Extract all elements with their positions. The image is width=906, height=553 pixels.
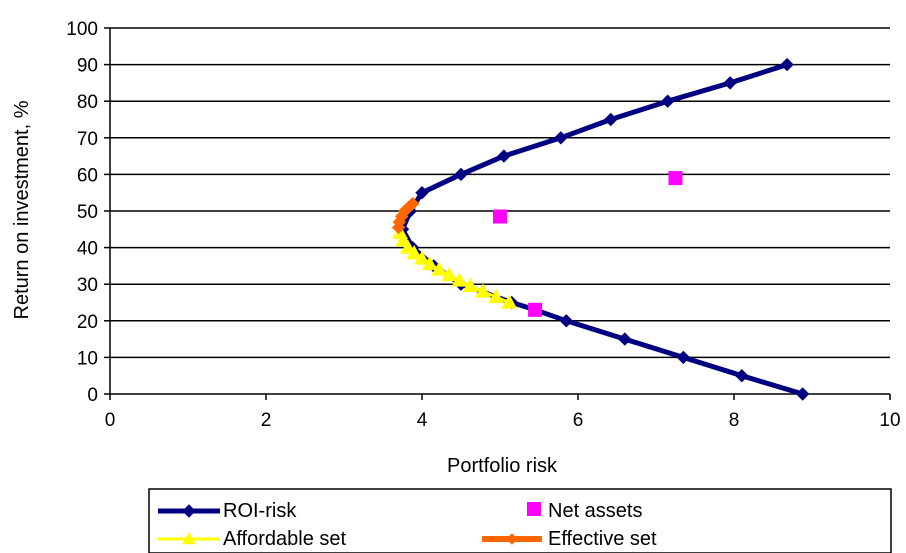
data-point xyxy=(723,76,737,90)
y-tick-label: 40 xyxy=(77,239,98,260)
data-point xyxy=(182,504,196,518)
data-point xyxy=(497,149,511,163)
series-line xyxy=(398,231,511,304)
series-net-assets xyxy=(493,171,683,317)
legend-symbol-roi-risk xyxy=(158,504,220,518)
legend-symbol-net-assets xyxy=(527,502,541,516)
data-point xyxy=(501,294,518,309)
data-point xyxy=(414,250,430,265)
series-roi-risk xyxy=(395,57,810,401)
data-point xyxy=(441,267,458,282)
y-tick-label: 30 xyxy=(77,275,98,296)
legend-label-effective-set: Effective set xyxy=(548,528,657,550)
legend-box xyxy=(148,488,892,553)
y-tick-label: 60 xyxy=(77,165,98,186)
data-point xyxy=(406,245,423,260)
data-point xyxy=(506,533,518,545)
series-effective-set xyxy=(391,196,420,235)
legend-item-net-assets: Net assets xyxy=(527,500,642,522)
x-tick-label: 10 xyxy=(879,410,900,431)
data-point xyxy=(559,314,574,328)
data-point xyxy=(554,131,568,145)
legend-label-net-assets: Net assets xyxy=(548,500,642,522)
data-point xyxy=(604,112,618,127)
legend-symbol-effective-set xyxy=(482,533,542,545)
y-axis: 0 10 20 30 40 50 60 70 80 90 100 xyxy=(66,19,111,406)
series-layer xyxy=(391,57,810,401)
data-point xyxy=(474,283,491,298)
data-point xyxy=(462,278,479,293)
y-tick-label: 0 xyxy=(87,385,98,406)
legend-label-affordable-set: Affordable set xyxy=(223,528,346,550)
y-tick-label: 100 xyxy=(66,19,98,40)
data-point xyxy=(618,332,632,346)
x-tick-label: 2 xyxy=(261,410,272,431)
series-line xyxy=(400,62,806,397)
legend-label-roi-risk: ROI-risk xyxy=(223,500,297,522)
y-tick-label: 10 xyxy=(77,348,98,369)
data-point xyxy=(493,209,507,224)
y-axis-title: Return on investment, % xyxy=(11,100,33,319)
data-point xyxy=(405,196,420,211)
data-point xyxy=(182,531,196,545)
legend-item-roi-risk: ROI-risk xyxy=(158,500,297,522)
gridlines xyxy=(110,27,890,359)
x-tick-label: 6 xyxy=(573,410,584,431)
legend: ROI-risk Net assets Affordable set Effec… xyxy=(148,488,892,553)
y-tick-label: 70 xyxy=(77,129,98,150)
data-point xyxy=(668,171,683,186)
data-point xyxy=(431,261,448,276)
y-tick-label: 80 xyxy=(77,92,98,113)
data-point xyxy=(676,350,691,365)
data-point xyxy=(527,502,541,516)
x-tick-label: 4 xyxy=(417,410,428,431)
data-point xyxy=(488,288,504,304)
data-point xyxy=(528,302,543,317)
x-tick-label: 0 xyxy=(105,410,116,431)
x-tick-label: 8 xyxy=(729,410,740,431)
y-tick-label: 50 xyxy=(77,202,98,223)
series-affordable-set xyxy=(392,224,518,309)
data-point xyxy=(451,272,468,287)
y-tick-label: 20 xyxy=(77,312,98,333)
legend-item-effective-set: Effective set xyxy=(482,528,657,550)
data-point xyxy=(415,185,429,200)
data-point xyxy=(421,256,438,271)
x-axis: 0 2 4 6 8 10 xyxy=(105,393,901,431)
data-point xyxy=(454,167,468,182)
data-point xyxy=(660,94,675,108)
legend-item-affordable-set: Affordable set xyxy=(158,528,346,550)
x-axis-title: Portfolio risk xyxy=(447,455,558,477)
legend-symbol-affordable-set xyxy=(158,531,220,545)
y-tick-label: 90 xyxy=(77,56,98,77)
data-point xyxy=(795,387,810,401)
data-point xyxy=(735,368,749,383)
data-point xyxy=(780,57,794,72)
